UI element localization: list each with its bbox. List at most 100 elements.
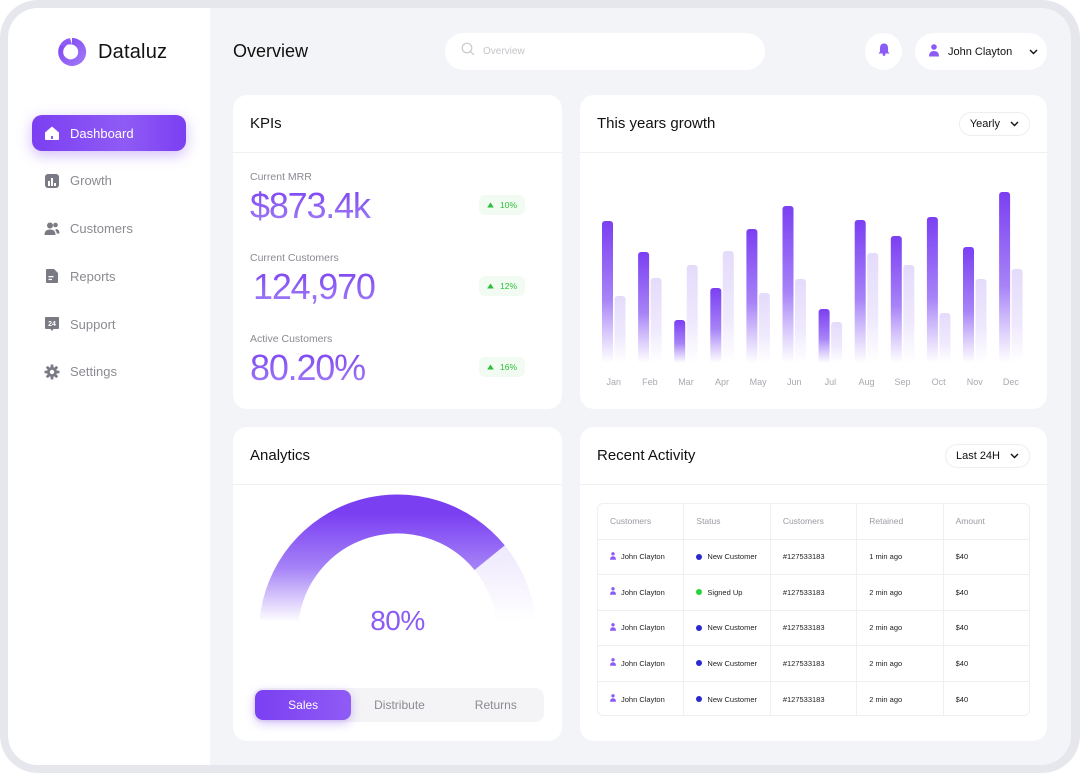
triangle-up-icon xyxy=(487,281,494,291)
retained-cell: 2 min ago xyxy=(857,610,944,645)
analytics-tabs: Sales Distribute Returns xyxy=(253,688,544,722)
home-icon xyxy=(44,125,60,141)
kpi-change-badge: 12% xyxy=(478,276,525,296)
column-header: Customers xyxy=(771,504,858,539)
amount-cell: $40 xyxy=(955,658,969,668)
period-select[interactable]: Yearly xyxy=(958,111,1030,136)
sidebar-item-customers[interactable]: Customers xyxy=(32,211,186,247)
table-row[interactable]: John Clayton New Customer #127533183 1 min … xyxy=(598,539,1029,575)
kpi-value: $873.4k xyxy=(250,185,545,227)
id-cell: #127533183 xyxy=(771,681,858,715)
sidebar-item-support[interactable]: 24 Support xyxy=(32,306,186,342)
user-icon xyxy=(610,587,616,597)
sidebar: Dataluz Dashboard Growth Customers xyxy=(8,8,210,765)
card-title: This years growth xyxy=(597,115,716,132)
document-icon xyxy=(44,268,60,284)
bar-primary-may xyxy=(746,229,758,363)
id-cell: #127533183 xyxy=(771,646,858,681)
tab-sales[interactable]: Sales xyxy=(255,690,352,720)
customer-name: John Clayton xyxy=(621,694,665,704)
customer-cell: John Clayton xyxy=(598,575,685,610)
bar-secondary-mar xyxy=(686,265,698,363)
kpi-change: 10% xyxy=(499,200,517,210)
bar-secondary-feb xyxy=(650,278,662,363)
search-bar[interactable] xyxy=(445,33,765,70)
tab-returns[interactable]: Returns xyxy=(474,698,517,712)
card-title: Analytics xyxy=(250,447,311,464)
status-dot-icon xyxy=(696,660,703,667)
bar-primary-sep xyxy=(890,236,902,363)
x-tick-label: Dec xyxy=(1003,377,1020,387)
table-row[interactable]: John Clayton New Customer #127533183 2 min … xyxy=(598,646,1029,682)
column-header: Customers xyxy=(598,504,685,539)
period-select[interactable]: Last 24H xyxy=(944,443,1030,468)
bar-primary-jan xyxy=(602,221,613,363)
user-icon xyxy=(610,658,616,668)
user-menu[interactable]: John Clayton xyxy=(915,33,1047,70)
sidebar-item-reports[interactable]: Reports xyxy=(32,258,186,294)
bar-secondary-jan xyxy=(614,296,626,363)
kpi-label: Current Customers xyxy=(250,252,339,264)
kpi-change-badge: 10% xyxy=(478,195,525,215)
amount-cell: $40 xyxy=(955,587,969,597)
customer-cell: John Clayton xyxy=(598,681,685,715)
x-tick-label: Jun xyxy=(787,377,802,387)
sidebar-item-settings[interactable]: Settings xyxy=(32,354,186,390)
brand[interactable]: Dataluz xyxy=(56,36,167,68)
sidebar-item-dashboard[interactable]: Dashboard xyxy=(32,115,186,151)
kpi-change-badge: 16% xyxy=(478,357,525,377)
kpi-label: Current MRR xyxy=(250,171,312,183)
bar-secondary-nov xyxy=(975,279,987,363)
kpi-current-customers: Current Customers 124,970 12% xyxy=(250,252,545,308)
status-cell: New Customer xyxy=(684,646,771,681)
sidebar-item-growth[interactable]: Growth xyxy=(32,163,186,199)
status-text: New Customer xyxy=(707,658,758,668)
status-cell: New Customer xyxy=(684,610,771,645)
status-cell: Signed Up xyxy=(684,575,771,610)
status-dot-icon xyxy=(696,624,703,631)
search-input[interactable] xyxy=(483,46,733,57)
table-row[interactable]: John Clayton New Customer #127533183 2 min … xyxy=(598,610,1029,646)
bar-primary-jun xyxy=(782,206,794,363)
sidebar-item-label: Support xyxy=(70,316,116,332)
status-cell: New Customer xyxy=(684,539,771,574)
bell-icon xyxy=(878,43,890,61)
kpi-value: 124,970 xyxy=(250,266,545,308)
amount-cell: $40 xyxy=(955,552,969,562)
triangle-up-icon xyxy=(487,362,494,372)
table-row[interactable]: John Clayton New Customer #127533183 2 min … xyxy=(598,681,1029,715)
x-tick-label: May xyxy=(750,377,768,387)
tab-distribute[interactable]: Distribute xyxy=(374,698,425,712)
analytics-card: Analytics 80% Sales Distribute Returns xyxy=(233,427,562,741)
user-name: John Clayton xyxy=(948,45,1013,58)
status-text: New Customer xyxy=(707,694,758,704)
x-tick-label: Sep xyxy=(895,377,911,387)
chevron-down-icon xyxy=(1029,46,1038,58)
x-tick-label: Jan xyxy=(606,377,621,387)
bar-secondary-aug xyxy=(867,253,879,363)
gear-icon xyxy=(44,364,60,380)
customer-name: John Clayton xyxy=(621,552,665,562)
period-select-value: Yearly xyxy=(969,117,1000,130)
card-header: This years growth Yearly xyxy=(580,95,1047,153)
amount-cell: $40 xyxy=(955,694,969,704)
user-icon xyxy=(610,622,616,633)
bar-primary-nov xyxy=(963,247,974,363)
bar-primary-apr xyxy=(710,288,722,363)
period-select-value: Last 24H xyxy=(955,449,1000,462)
x-tick-label: Feb xyxy=(642,377,658,387)
bar-chart-icon xyxy=(44,173,60,189)
kpis-card: KPIs Current MRR $873.4k 10% Current Cus… xyxy=(233,95,562,409)
status-text: New Customer xyxy=(707,552,758,562)
table-row[interactable]: John Clayton Signed Up #127533183 2 min ago… xyxy=(598,575,1029,611)
customer-cell: John Clayton xyxy=(598,646,685,681)
customer-cell: John Clayton xyxy=(598,539,685,574)
customer-cell: John Clayton xyxy=(598,610,685,645)
card-title: Recent Activity xyxy=(597,447,696,464)
id-cell: #127533183 xyxy=(771,539,858,574)
svg-text:24: 24 xyxy=(48,321,56,328)
notifications-button[interactable] xyxy=(865,33,902,70)
status-dot-icon xyxy=(696,553,703,560)
bar-primary-oct xyxy=(926,217,938,363)
gauge-value: 80% xyxy=(370,605,425,636)
